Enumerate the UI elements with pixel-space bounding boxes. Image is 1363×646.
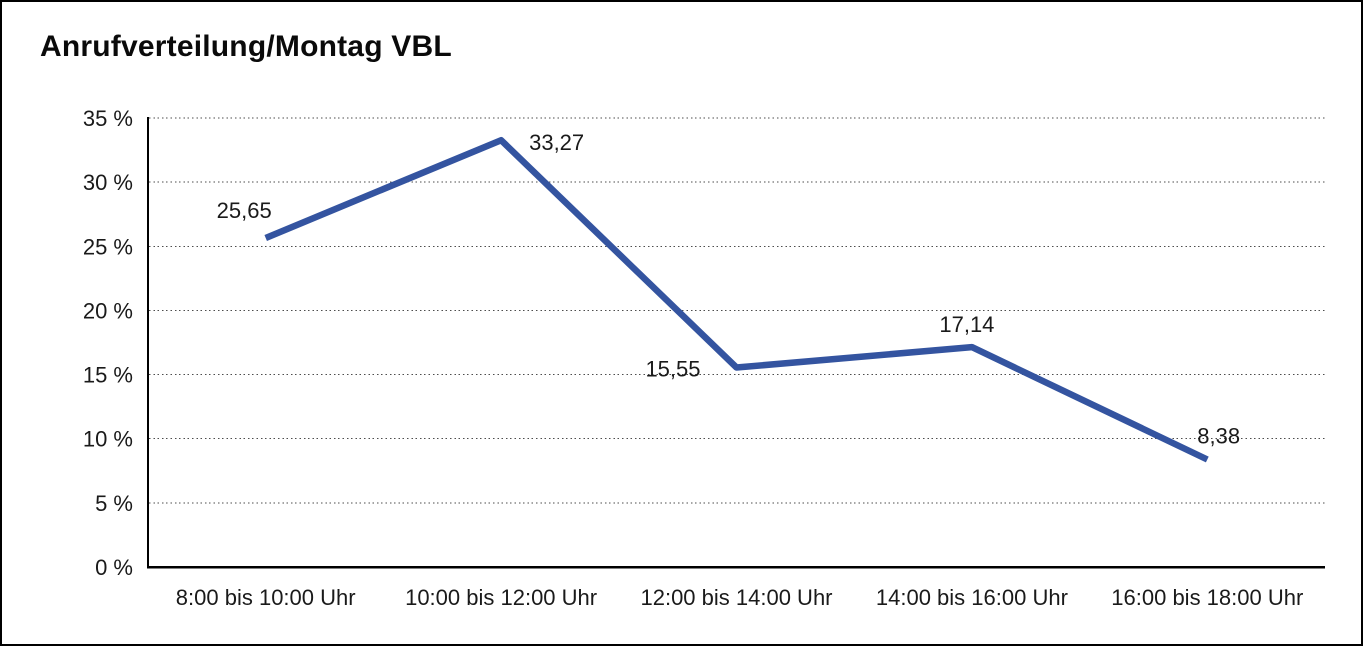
y-tick-label: 10 % bbox=[83, 427, 133, 452]
y-tick-label: 0 % bbox=[95, 555, 133, 580]
data-value-label: 17,14 bbox=[939, 312, 994, 337]
x-tick-label: 8:00 bis 10:00 Uhr bbox=[176, 585, 356, 610]
x-tick-label: 12:00 bis 14:00 Uhr bbox=[640, 585, 832, 610]
x-tick-label: 10:00 bis 12:00 Uhr bbox=[405, 585, 597, 610]
x-tick-label: 14:00 bis 16:00 Uhr bbox=[876, 585, 1068, 610]
data-value-label: 8,38 bbox=[1197, 423, 1240, 448]
data-line bbox=[264, 136, 1209, 463]
y-tick-label: 30 % bbox=[83, 170, 133, 195]
data-value-label: 15,55 bbox=[645, 357, 700, 382]
y-tick-label: 35 % bbox=[83, 106, 133, 131]
y-tick-label: 25 % bbox=[83, 234, 133, 259]
x-tick-label: 16:00 bis 18:00 Uhr bbox=[1111, 585, 1303, 610]
y-tick-label: 20 % bbox=[83, 298, 133, 323]
chart-title: Anrufverteilung/Montag VBL bbox=[40, 30, 452, 63]
data-value-label: 25,65 bbox=[217, 198, 272, 223]
y-tick-label: 5 % bbox=[95, 491, 133, 516]
y-tick-label: 15 % bbox=[83, 363, 133, 388]
data-value-label: 33,27 bbox=[529, 130, 584, 155]
